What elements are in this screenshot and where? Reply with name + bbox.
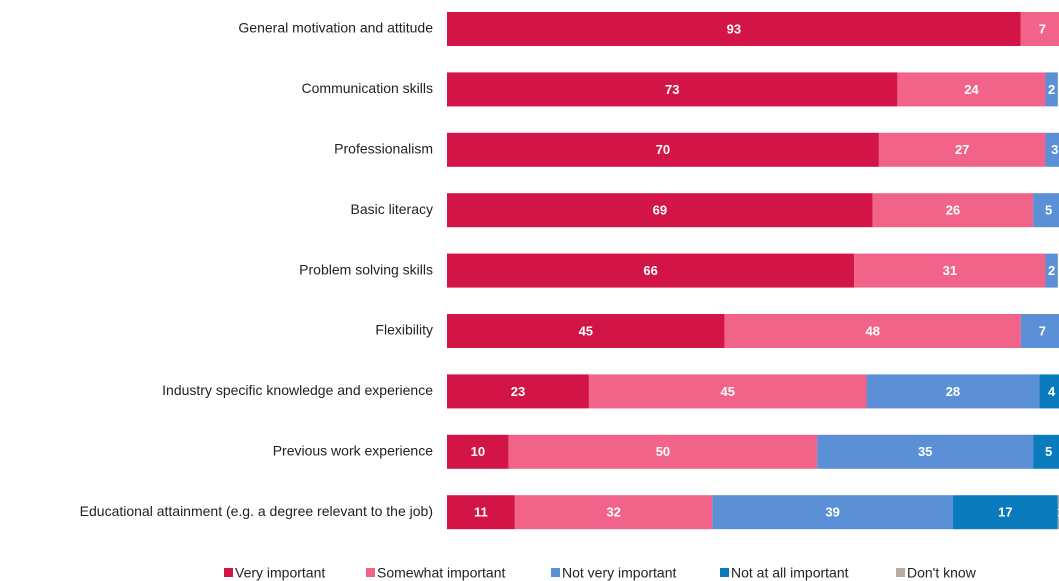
bar-segment <box>447 72 898 107</box>
category-label: General motivation and attitude <box>238 20 433 36</box>
value-label: 3 <box>1051 142 1058 157</box>
bar-segment <box>872 193 1034 228</box>
value-label: 1 <box>1057 505 1059 520</box>
value-label: 48 <box>865 323 879 338</box>
legend-label: Very important <box>235 565 325 581</box>
category-label: Industry specific knowledge and experien… <box>162 382 433 398</box>
bar-segment <box>514 495 713 530</box>
value-label: 5 <box>1045 444 1052 459</box>
value-label: 45 <box>579 323 593 338</box>
category-label: Basic literacy <box>351 201 433 217</box>
legend-swatch <box>720 568 729 577</box>
bar-segment <box>817 434 1034 469</box>
value-label: 2 <box>1048 263 1055 278</box>
value-label: 70 <box>656 142 670 157</box>
legend-swatch <box>551 568 560 577</box>
bar-segment <box>712 495 953 530</box>
legend-label: Don't know <box>907 565 977 581</box>
value-label: 32 <box>606 505 620 520</box>
bar-segment <box>1039 374 1059 409</box>
category-label: Flexibility <box>375 322 433 338</box>
value-label: 66 <box>643 263 657 278</box>
bar-segment <box>447 314 725 348</box>
value-label: 11 <box>474 505 488 520</box>
legend-swatch <box>896 568 905 577</box>
value-label: 2 <box>1048 82 1055 97</box>
category-label: Previous work experience <box>273 443 434 459</box>
bar-segment <box>724 314 1021 348</box>
bar-segment <box>1045 253 1058 288</box>
bar-segment <box>854 253 1046 288</box>
value-label: 4 <box>1048 384 1056 399</box>
category-label: Educational attainment (e.g. a degree re… <box>80 503 433 519</box>
bar-segment <box>447 374 589 409</box>
value-label: 35 <box>918 444 932 459</box>
bar-segment <box>1033 434 1059 469</box>
bar-segment <box>447 193 873 228</box>
category-label: Professionalism <box>334 141 433 157</box>
bar-segment <box>447 253 855 288</box>
bar-segment <box>508 434 818 469</box>
bar-segment <box>897 72 1046 107</box>
value-label: 23 <box>511 384 525 399</box>
value-label: 31 <box>943 263 957 278</box>
value-label: 39 <box>825 505 839 520</box>
bar-segment <box>878 132 1046 167</box>
bar-segment <box>447 495 515 530</box>
value-label: 10 <box>471 444 485 459</box>
value-label: 73 <box>665 82 679 97</box>
bar-segment <box>447 132 879 167</box>
value-label: 27 <box>955 142 969 157</box>
bar-segment <box>447 434 509 469</box>
legend-label: Not at all important <box>731 565 849 581</box>
value-label: 17 <box>998 505 1012 520</box>
bar-segment <box>1033 193 1059 228</box>
bar-segment <box>866 374 1040 409</box>
bar-segment <box>1020 314 1059 348</box>
bar-segment <box>952 495 1058 530</box>
value-label: 26 <box>946 203 960 218</box>
value-label: 93 <box>727 21 741 36</box>
legend-swatch <box>224 568 233 577</box>
category-label: Problem solving skills <box>299 261 433 277</box>
value-label: 45 <box>721 384 735 399</box>
bar-segment <box>588 374 867 409</box>
value-label: 28 <box>946 384 960 399</box>
legend-label: Somewhat important <box>377 565 506 581</box>
value-label: 50 <box>656 444 670 459</box>
bar-segment <box>1020 12 1059 46</box>
legend-swatch <box>366 568 375 577</box>
bar-segment <box>1045 72 1058 107</box>
value-label: 7 <box>1039 323 1046 338</box>
bar-segment <box>1045 132 1059 167</box>
category-label: Communication skills <box>302 80 433 96</box>
bar-segment <box>1057 495 1059 530</box>
legend-label: Not very important <box>562 565 676 581</box>
value-label: 7 <box>1039 21 1046 36</box>
value-label: 24 <box>964 82 979 97</box>
value-label: 5 <box>1045 203 1052 218</box>
value-label: 69 <box>653 203 667 218</box>
bar-segment <box>447 12 1021 46</box>
